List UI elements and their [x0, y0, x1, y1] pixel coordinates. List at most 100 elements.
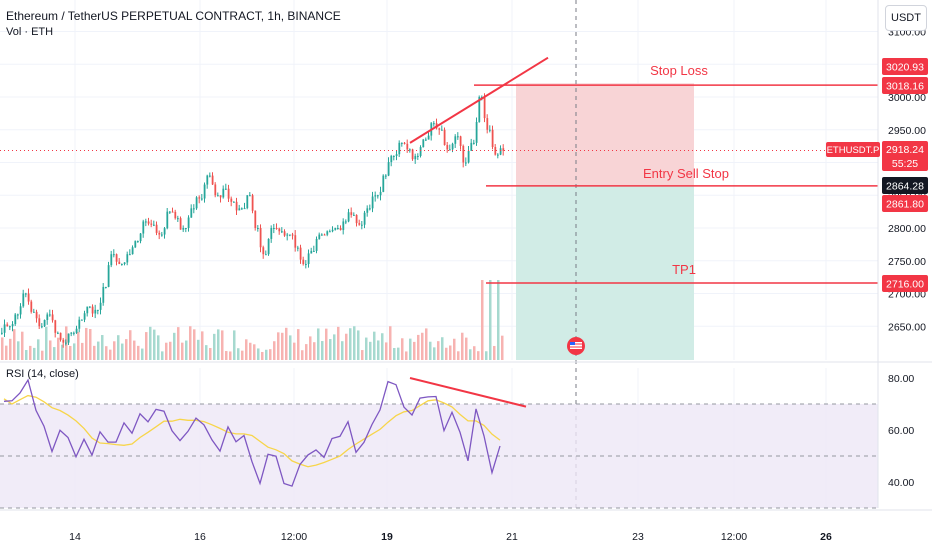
- volume-bar: [197, 339, 200, 360]
- candle: [65, 342, 67, 344]
- candle: [249, 195, 251, 197]
- price-tick-label: 2650.00: [888, 321, 926, 333]
- volume-bar: [69, 345, 72, 360]
- last-price-badge-bg: [882, 141, 928, 171]
- candle: [81, 319, 83, 321]
- entry-below-badge-bg: [882, 195, 928, 212]
- volume-bar: [53, 347, 56, 360]
- candle: [209, 175, 211, 177]
- candle: [497, 154, 499, 156]
- candle: [329, 231, 331, 233]
- volume-bar: [77, 331, 80, 360]
- volume-bar: [385, 342, 388, 360]
- volume-bar: [365, 337, 368, 360]
- volume-bar: [361, 350, 364, 360]
- volume-bar: [213, 333, 216, 360]
- volume-bar: [465, 337, 468, 360]
- volume-bar: [169, 341, 172, 360]
- volume-bar: [405, 351, 408, 360]
- candle: [49, 314, 51, 316]
- volume-bar: [165, 342, 168, 360]
- volume-bar: [325, 328, 328, 360]
- candle: [131, 247, 134, 255]
- volume-bar: [161, 351, 164, 360]
- volume-bar: [113, 341, 116, 360]
- volume-bar: [89, 329, 92, 360]
- candle: [201, 198, 203, 200]
- tp1-text: TP1: [672, 262, 696, 277]
- candle: [166, 211, 169, 229]
- volume-bar: [273, 341, 276, 360]
- candle: [478, 97, 481, 122]
- candle: [491, 129, 494, 147]
- candle: [459, 136, 462, 146]
- volume-bar: [193, 329, 196, 360]
- candle: [363, 212, 366, 225]
- candle: [203, 184, 206, 199]
- volume-bar: [321, 341, 324, 360]
- volume-bar: [433, 347, 436, 360]
- volume-bar: [329, 339, 332, 360]
- symbol-tag: ETHUSDT.P: [827, 145, 880, 156]
- candle: [355, 214, 358, 224]
- volume-bar: [245, 339, 248, 360]
- candle: [390, 155, 393, 163]
- candle: [33, 311, 35, 313]
- candle: [115, 254, 118, 262]
- candle: [75, 328, 78, 333]
- volume-bar: [381, 333, 384, 360]
- entry-text: Entry Sell Stop: [643, 166, 729, 181]
- candle: [499, 148, 502, 155]
- candle: [230, 198, 233, 202]
- candle: [91, 306, 94, 314]
- volume-bar: [457, 351, 460, 360]
- candle: [475, 121, 478, 143]
- price-tick-label: 2950.00: [888, 125, 926, 137]
- volume-bar: [497, 280, 500, 360]
- symbol-tag-bg: [826, 142, 880, 157]
- candle: [137, 241, 139, 243]
- candle: [438, 128, 441, 130]
- candle: [283, 231, 286, 236]
- candle: [339, 228, 342, 231]
- time-tick-label: 14: [69, 531, 81, 543]
- volume-bar: [37, 339, 40, 360]
- volume-bar: [121, 343, 124, 360]
- volume-bar: [349, 328, 352, 360]
- candle: [353, 214, 355, 216]
- volume-bar: [473, 346, 476, 360]
- candle: [486, 118, 489, 130]
- volume-bar: [477, 351, 480, 360]
- volume-bar: [277, 332, 280, 360]
- candle: [123, 262, 126, 265]
- time-tick-label: 23: [632, 531, 644, 543]
- volume-bar: [285, 327, 288, 360]
- candle: [57, 332, 59, 334]
- volume-bar: [281, 332, 284, 360]
- volume-bar: [1, 337, 4, 360]
- volume-bar: [401, 338, 404, 360]
- candle: [270, 228, 273, 239]
- rsi-divergence-line: [409, 377, 527, 408]
- volume-bar: [317, 328, 320, 360]
- volume-bar: [73, 343, 76, 360]
- candle: [350, 212, 353, 215]
- candle: [401, 142, 403, 144]
- volume-bar: [337, 326, 340, 360]
- candle: [315, 238, 318, 251]
- countdown-text: 55:25: [892, 158, 918, 170]
- flag-icon-inner: [570, 342, 582, 349]
- currency-button[interactable]: USDT: [885, 5, 927, 31]
- candle: [337, 228, 339, 229]
- volume-bar: [157, 335, 160, 360]
- candle: [22, 293, 25, 307]
- stop-loss-text: Stop Loss: [650, 63, 708, 78]
- volume-bar: [93, 345, 96, 360]
- volume-bar: [397, 347, 400, 360]
- candle: [321, 234, 323, 236]
- candle: [379, 191, 382, 196]
- candle: [217, 195, 219, 197]
- candle: [27, 293, 30, 302]
- candle: [17, 314, 19, 316]
